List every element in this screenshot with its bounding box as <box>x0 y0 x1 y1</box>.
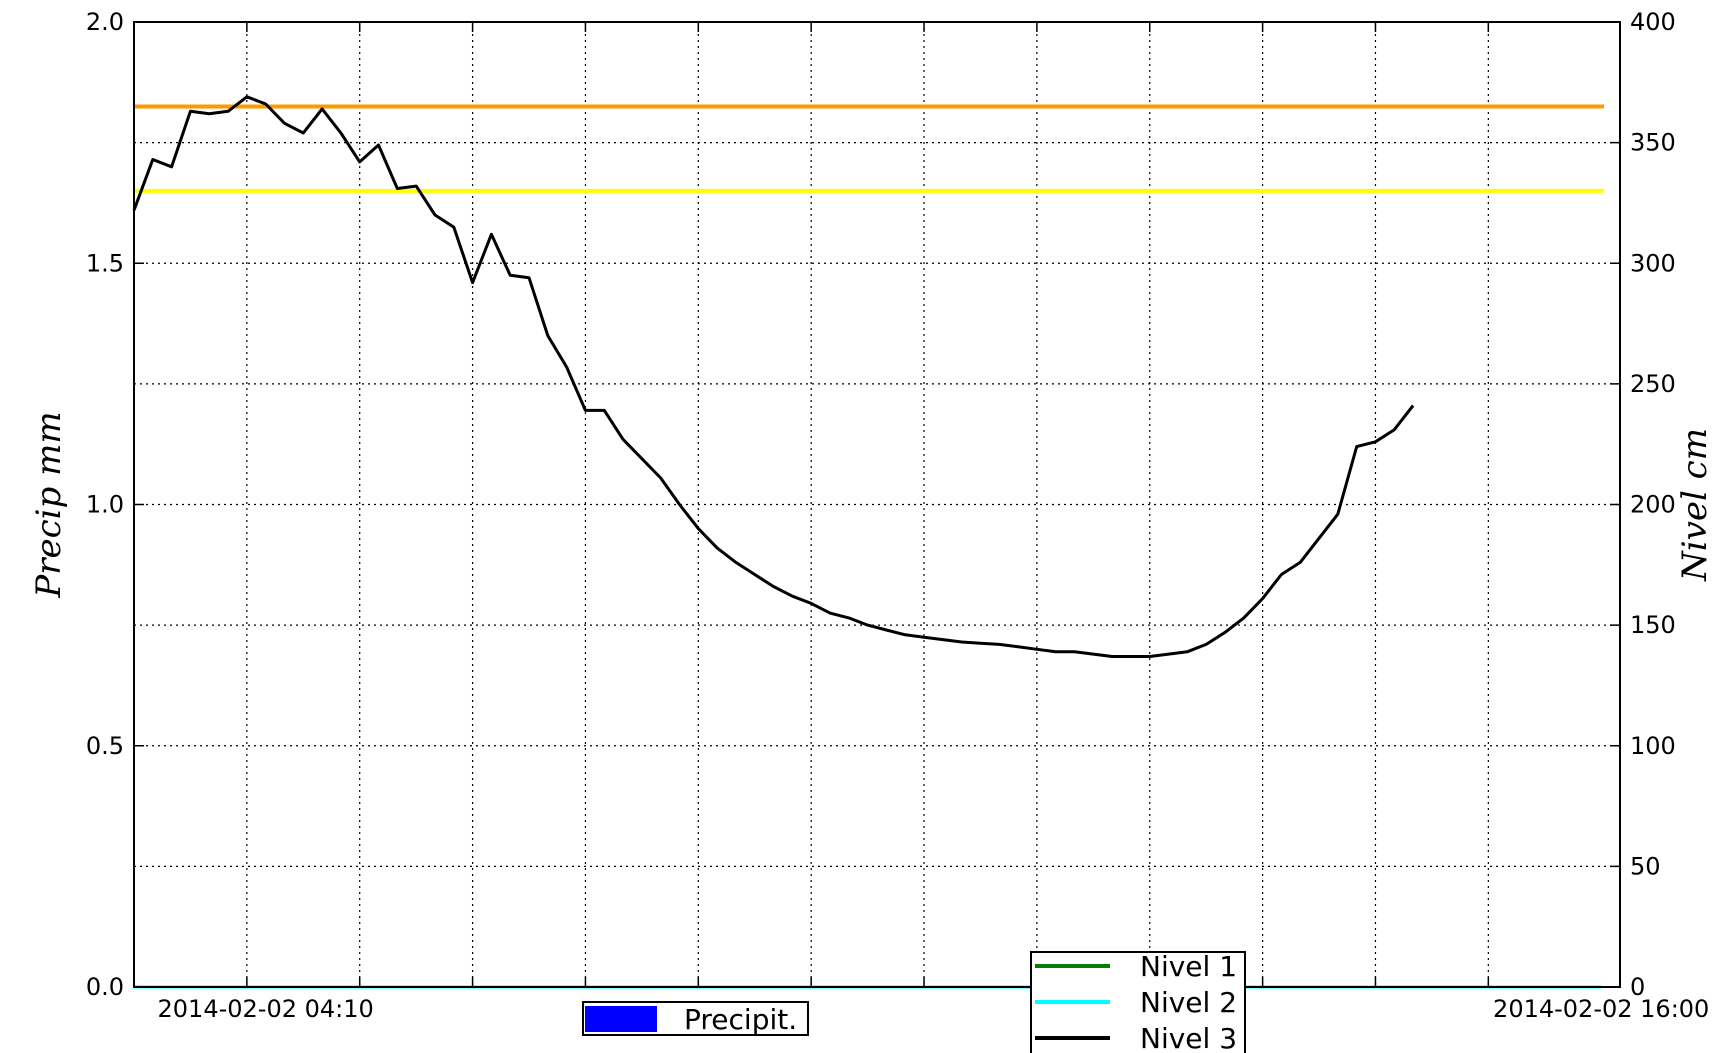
y-right-tick-label: 0 <box>1630 973 1645 1001</box>
y-right-tick-label: 150 <box>1630 611 1676 639</box>
y-left-tick-label: 0.0 <box>86 973 124 1001</box>
legend-label-precipit: Precipit. <box>684 1003 797 1036</box>
y-left-tick-label: 1.5 <box>86 249 124 277</box>
y-left-tick-label: 1.0 <box>86 491 124 519</box>
y-right-axis-title: Nivel cm <box>1675 428 1715 582</box>
x-tick-label: 2014-02-02 16:00 <box>1493 995 1709 1023</box>
legend-label-nivel-2: Nivel 2 <box>1140 986 1237 1019</box>
series-line-nivel-3 <box>132 95 1415 658</box>
threshold-lines <box>134 104 1604 193</box>
y-right-tick-label: 250 <box>1630 370 1676 398</box>
y-right-tick-label: 50 <box>1630 852 1661 880</box>
grid <box>134 22 1620 987</box>
y-right-tick-label: 300 <box>1630 249 1676 277</box>
y-left-axis-title: Precip mm <box>29 411 69 598</box>
axis-ticks <box>134 21 1620 988</box>
legend-label-nivel-1: Nivel 1 <box>1140 950 1237 983</box>
y-left-tick-label: 2.0 <box>86 8 124 36</box>
axis-labels: 0 50 100 150 200 250 300 350 400 0.0 0.5 1.0 1.5 2.0 2… <box>29 8 1715 1023</box>
y-right-tick-label: 100 <box>1630 732 1676 760</box>
x-tick-label: 2014-02-02 04:10 <box>158 995 374 1023</box>
y-right-tick-label: 400 <box>1630 8 1676 36</box>
y-right-tick-label: 200 <box>1630 491 1676 519</box>
legend-label-nivel-3: Nivel 3 <box>1140 1022 1237 1053</box>
legend-swatch-precipit <box>585 1006 657 1032</box>
y-left-tick-label: 0.5 <box>86 732 124 760</box>
y-right-tick-label: 350 <box>1630 129 1676 157</box>
